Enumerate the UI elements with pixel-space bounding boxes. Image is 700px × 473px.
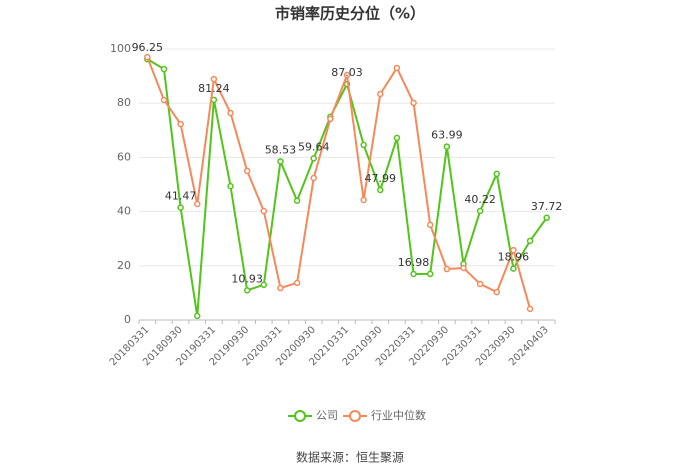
point (260, 281, 268, 289)
series-line (146, 58, 548, 317)
point (177, 204, 184, 211)
point (160, 96, 168, 104)
point (510, 246, 517, 254)
data-label: 18.96 (498, 251, 530, 264)
data-label: 63.99 (431, 129, 463, 142)
legend-label: 公司 (316, 409, 338, 422)
data-label: 87.03 (331, 66, 363, 79)
point (393, 134, 401, 142)
point (310, 174, 317, 182)
point (293, 197, 301, 205)
point (377, 186, 384, 194)
point (277, 284, 284, 292)
point (526, 305, 534, 313)
point (526, 237, 534, 245)
y-tick-label: 80 (117, 96, 131, 109)
chart-title: 市销率历史分位（%） (275, 5, 425, 23)
point (227, 109, 234, 117)
point (443, 143, 451, 150)
point (243, 287, 251, 294)
series-line (146, 56, 532, 310)
point (360, 196, 367, 204)
point (493, 288, 501, 296)
point (410, 270, 417, 278)
point (343, 71, 351, 79)
y-tick-label: 60 (117, 150, 131, 163)
data-label: 59.64 (298, 140, 330, 153)
y-tick-label: 40 (117, 205, 131, 218)
point (144, 53, 151, 61)
point (393, 64, 401, 72)
point (443, 265, 451, 273)
legend-label: 行业中位数 (371, 408, 426, 422)
y-tick-label: 20 (117, 259, 131, 272)
data-label: 16.98 (398, 256, 430, 269)
data-label: 47.99 (365, 172, 397, 185)
point (260, 207, 268, 215)
point (327, 115, 334, 123)
data-label: 40.22 (464, 193, 496, 206)
data-label: 81.24 (198, 82, 230, 95)
legend-marker (349, 410, 361, 422)
point (510, 265, 517, 272)
y-tick-label: 0 (124, 313, 131, 326)
point (310, 155, 317, 162)
point (410, 99, 417, 107)
point (210, 75, 218, 83)
point (177, 120, 184, 128)
legend-marker (294, 410, 306, 422)
source: 数据来源：恒生聚源 (296, 450, 404, 465)
data-label: 58.53 (265, 143, 297, 156)
point (543, 214, 550, 222)
point (160, 65, 168, 73)
data-label: 96.25 (132, 41, 164, 54)
point (193, 200, 201, 208)
point (426, 221, 434, 229)
point (293, 279, 301, 287)
point (460, 264, 467, 272)
point (377, 90, 384, 98)
point (193, 312, 201, 320)
point (426, 270, 434, 278)
point (227, 182, 234, 190)
point (476, 280, 484, 288)
point (476, 207, 484, 215)
point (360, 141, 367, 149)
data-label: 37.72 (531, 200, 563, 213)
point (243, 167, 251, 175)
data-label: 10.93 (231, 272, 263, 285)
data-label: 41.47 (165, 190, 197, 203)
y-tick-label: 100 (110, 42, 131, 55)
point (277, 158, 284, 165)
point (493, 170, 501, 178)
